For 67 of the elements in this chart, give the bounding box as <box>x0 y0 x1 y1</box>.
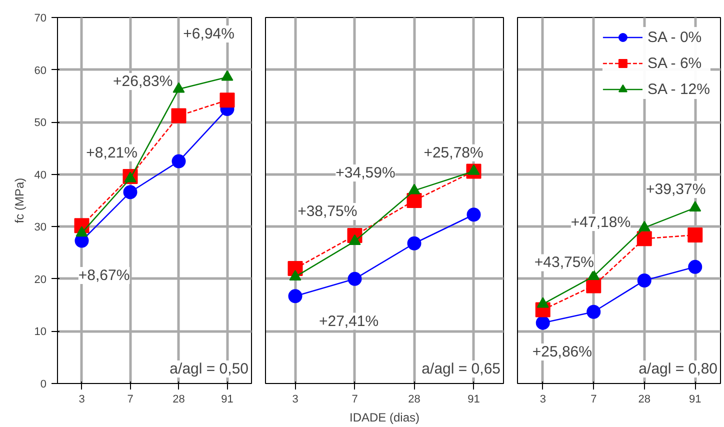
annotation: +26,83% <box>113 73 173 90</box>
x-tick-label: 28 <box>638 394 651 406</box>
point <box>536 316 550 330</box>
point <box>289 270 302 281</box>
point <box>407 236 422 250</box>
point <box>288 289 302 304</box>
x-axis-title: IDADE (dias) <box>349 410 420 424</box>
point <box>637 274 652 288</box>
y-tick-label: 20 <box>34 274 47 286</box>
annotation: +43,75% <box>534 254 594 272</box>
annotation: +6,94% <box>183 25 234 42</box>
x-tick-label: 28 <box>172 394 185 406</box>
annotation: +38,75% <box>298 202 358 220</box>
legend-label: SA - 0% <box>647 28 702 46</box>
x-tick-label: 7 <box>352 394 358 406</box>
point <box>688 228 703 243</box>
point <box>689 200 702 212</box>
point <box>408 184 420 194</box>
x-tick-label: 91 <box>468 394 480 406</box>
annotation: +47,18% <box>570 214 631 231</box>
annotation: a/agl = 0,50 <box>170 360 249 378</box>
point <box>638 220 650 232</box>
point <box>466 208 481 222</box>
point <box>688 260 702 274</box>
annotation: a/agl = 0,80 <box>638 360 718 378</box>
x-tick-label: 91 <box>689 394 702 406</box>
point <box>220 92 235 108</box>
point <box>172 82 185 93</box>
point <box>172 154 186 168</box>
legend-label: SA - 6% <box>647 54 702 72</box>
point <box>468 164 480 175</box>
y-tick-label: 30 <box>34 222 47 234</box>
point <box>76 226 88 237</box>
y-tick-label: 40 <box>34 169 47 182</box>
point <box>348 234 361 245</box>
annotation: a/agl = 0,65 <box>422 360 501 378</box>
x-tick-label: 7 <box>590 394 597 406</box>
y-tick-label: 0 <box>40 378 47 390</box>
x-tick-label: 91 <box>221 394 234 406</box>
point <box>406 193 422 208</box>
annotation: +39,37% <box>646 181 706 198</box>
y-tick-label: 10 <box>34 326 47 338</box>
point <box>588 269 600 280</box>
x-tick-label: 3 <box>292 394 298 406</box>
x-tick-label: 3 <box>540 394 546 406</box>
legend-label: SA - 12% <box>647 80 710 98</box>
annotation: +25,78% <box>424 144 484 162</box>
point <box>221 70 234 81</box>
point <box>536 297 549 308</box>
annotation: +8,21% <box>86 144 138 162</box>
annotation: +27,41% <box>318 312 379 330</box>
y-tick-label: 50 <box>34 117 47 130</box>
point <box>171 108 186 124</box>
x-tick-label: 7 <box>127 394 134 406</box>
point <box>123 185 138 200</box>
annotation: +8,67% <box>78 267 130 284</box>
annotation: +25,86% <box>532 344 592 361</box>
y-axis-title: fc (MPa) <box>12 178 26 224</box>
y-tick-label: 60 <box>34 64 47 77</box>
y-tick-label: 70 <box>34 12 47 24</box>
annotation: +34,59% <box>336 164 396 182</box>
point <box>348 272 362 286</box>
x-tick-label: 3 <box>78 394 85 406</box>
point <box>124 172 136 182</box>
x-tick-label: 28 <box>408 394 420 406</box>
point <box>636 231 652 246</box>
point <box>586 304 601 319</box>
